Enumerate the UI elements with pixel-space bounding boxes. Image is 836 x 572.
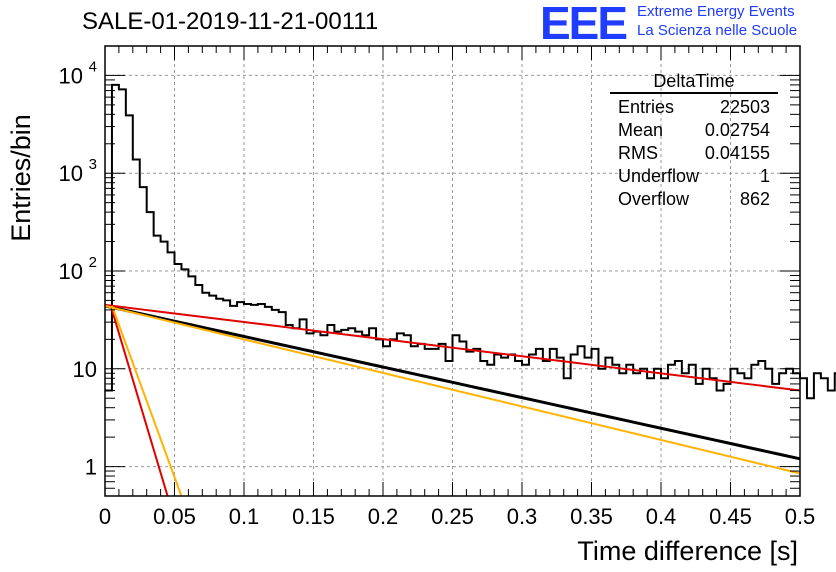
fit-curve-4 (111, 305, 183, 497)
y-tick-label: 1 (85, 455, 97, 480)
x-tick-label: 0.1 (229, 504, 260, 529)
x-tick-label: 0.05 (153, 504, 196, 529)
stats-box: DeltaTime Entries 22503 Mean 0.02754 RMS 0.… (610, 70, 778, 211)
logo-caption-line2: La Scienza nelle Scuole (637, 22, 798, 39)
y-tick-label: 10 (59, 259, 83, 284)
axis-ticks (104, 45, 801, 497)
stats-value: 0.04155 (704, 143, 770, 163)
stats-value: 1 (759, 166, 770, 186)
y-tick-labels: 1 10 10 2 10 3 10 4 (59, 58, 97, 479)
fit-curves (104, 303, 801, 497)
fit-curve-1 (104, 303, 801, 392)
x-tick-label: 0.5 (785, 504, 816, 529)
x-tick-label: 0.45 (709, 504, 752, 529)
x-axis-label: Time difference [s] (577, 536, 798, 566)
grid (105, 46, 800, 496)
y-axis-label: Entries/bin (6, 114, 36, 242)
stats-label: Overflow (618, 189, 690, 209)
y-tick-label: 10 (59, 161, 83, 186)
y-tick-exponent: 4 (89, 58, 97, 75)
x-tick-labels: 0 0.05 0.1 0.15 0.2 0.25 0.3 0.35 0.4 0.45 0.5 (99, 504, 815, 529)
x-tick-label: 0 (99, 504, 111, 529)
fit-curve-0 (104, 304, 801, 461)
stats-value: 862 (739, 189, 770, 209)
stats-label: Entries (618, 97, 675, 117)
chart-title: SALE-01-2019-11-21-00111 (82, 8, 379, 35)
x-tick-label: 0.4 (646, 504, 677, 529)
stats-row: Mean 0.02754 (610, 119, 778, 142)
stats-value: 22503 (719, 97, 770, 117)
x-tick-label: 0.3 (507, 504, 538, 529)
x-tick-label: 0.25 (431, 504, 474, 529)
stats-row: Underflow 1 (610, 165, 778, 188)
histogram-line (105, 83, 836, 400)
x-tick-label: 0.15 (292, 504, 335, 529)
stats-label: RMS (618, 143, 658, 163)
eee-logo: EEE (540, 0, 628, 49)
fit-curve-3 (110, 309, 169, 497)
stats-label: Underflow (618, 166, 700, 186)
stats-title: DeltaTime (610, 70, 778, 94)
histogram (105, 83, 836, 400)
stats-row: Entries 22503 (610, 96, 778, 119)
y-tick-label: 10 (59, 63, 83, 88)
stats-label: Mean (618, 120, 664, 140)
logo-caption-line1: Extreme Energy Events (637, 3, 795, 20)
stats-row: RMS 0.04155 (610, 142, 778, 165)
stats-row: Overflow 862 (610, 188, 778, 211)
x-tick-label: 0.2 (368, 504, 399, 529)
logo-caption: Extreme Energy Events La Scienza nelle S… (637, 2, 797, 40)
y-tick-exponent: 3 (89, 156, 97, 173)
x-tick-label: 0.35 (570, 504, 613, 529)
stats-value: 0.02754 (704, 120, 770, 140)
y-tick-label: 10 (73, 357, 97, 382)
y-tick-exponent: 2 (89, 254, 97, 271)
fit-curve-2 (104, 304, 801, 475)
